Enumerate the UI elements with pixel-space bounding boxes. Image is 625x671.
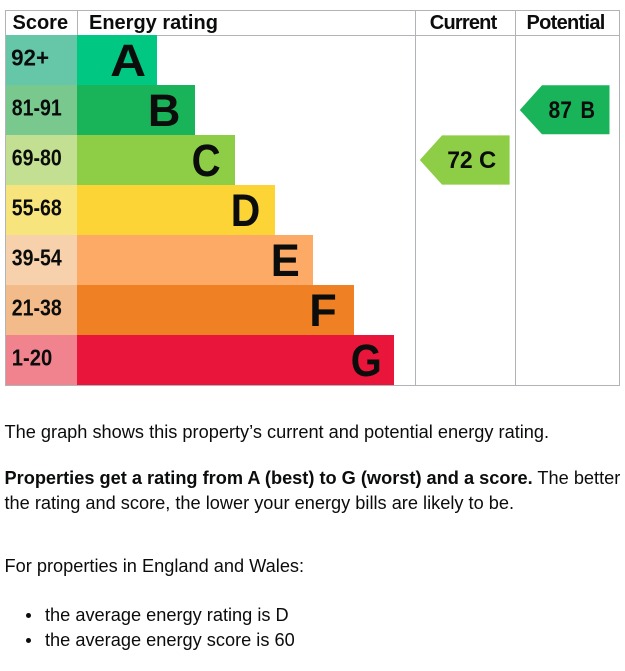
svg-text:87: 87 [549,97,573,124]
svg-text:B: B [581,97,596,124]
svg-text:69-80: 69-80 [12,145,62,171]
svg-text:G: G [351,335,382,386]
svg-text:Current: Current [430,12,498,34]
svg-text:F: F [309,285,337,336]
svg-text:1-20: 1-20 [12,345,53,371]
svg-text:C: C [192,135,221,186]
svg-text:Energy rating: Energy rating [89,12,218,34]
svg-text:55-68: 55-68 [12,195,62,221]
svg-text:D: D [231,185,261,236]
svg-text:Potential: Potential [527,12,605,34]
svg-text:39-54: 39-54 [12,245,62,271]
svg-text:21-38: 21-38 [12,295,62,321]
svg-text:Score: Score [13,12,69,34]
svg-text:B: B [148,85,181,136]
svg-text:81-91: 81-91 [12,95,62,121]
svg-text:C: C [479,147,496,174]
svg-text:A: A [110,35,146,86]
svg-text:72: 72 [447,147,473,174]
svg-text:E: E [271,235,300,286]
svg-text:92+: 92+ [11,45,49,71]
